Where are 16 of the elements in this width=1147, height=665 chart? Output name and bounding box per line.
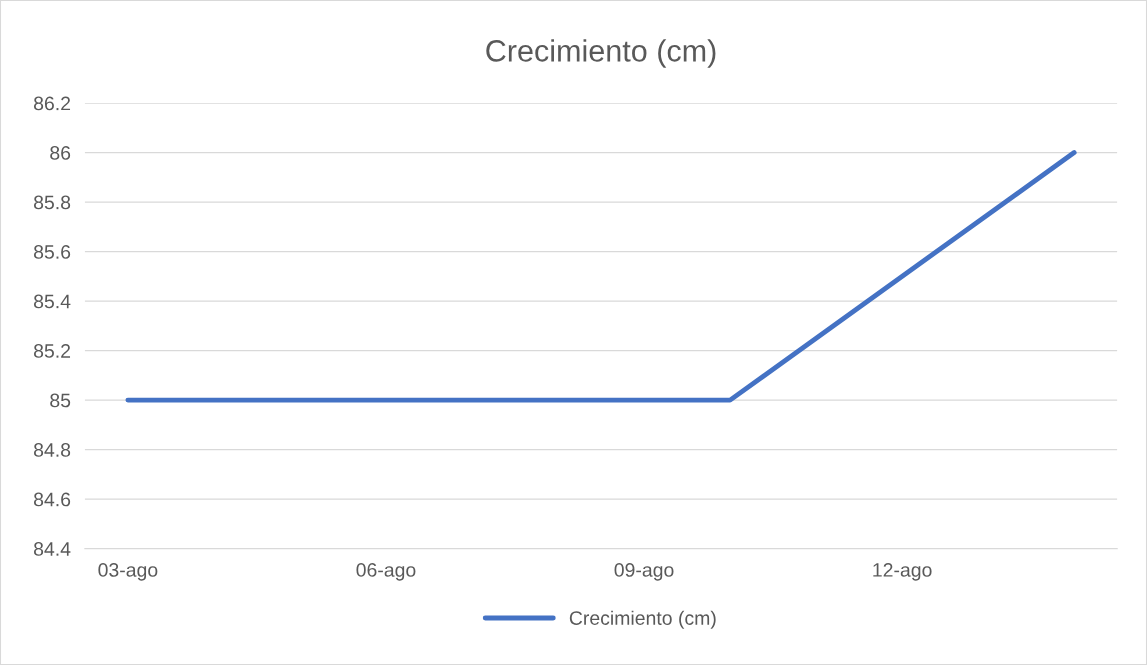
y-tick-label: 85.2 [33,344,71,358]
x-tick-label: 09-ago [614,563,674,581]
y-tick-label: 85.4 [33,294,71,309]
y-tick-label: 84.4 [33,542,71,556]
y-tick-label: 86.2 [33,96,71,111]
y-tick-label: 85.8 [33,195,71,210]
y-tick-label: 84.6 [33,492,71,507]
y-tick-label: 84.8 [33,443,71,457]
y-tick-label: 85.6 [33,245,71,259]
x-tick-label: 12-ago [873,563,932,581]
y-tick-label: 85 [50,393,71,408]
y-tick-label: 86 [50,146,71,160]
chart-title: Crecimiento (cm) [486,39,716,68]
legend-label: Crecimiento (cm) [569,610,716,629]
x-tick-label: 03-ago [98,563,158,581]
x-tick-label: 06-ago [356,563,416,581]
